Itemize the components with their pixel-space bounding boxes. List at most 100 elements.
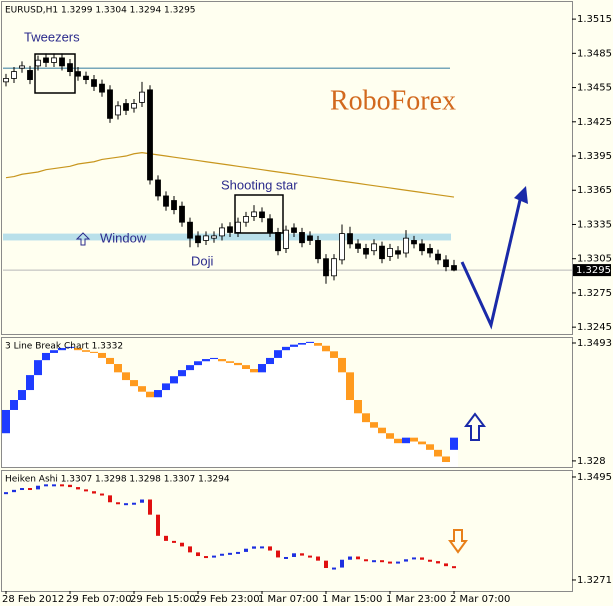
ha-body — [444, 563, 448, 567]
area-fill — [386, 433, 394, 467]
ha-body — [28, 488, 32, 491]
ha-body — [452, 566, 456, 569]
candle-body — [251, 211, 257, 217]
candle-body — [155, 179, 161, 197]
area-fill — [42, 352, 50, 467]
x-tick-label: 1 Mar 23:00 — [386, 594, 446, 605]
area-fill — [418, 441, 426, 467]
x-tick-label: 29 Feb 15:00 — [130, 594, 196, 605]
y-tick-label: 1.3275 — [577, 288, 612, 299]
brick — [298, 342, 306, 345]
area-fill — [314, 342, 322, 467]
area-fill — [34, 360, 42, 467]
candle-body — [307, 235, 313, 241]
ha-body — [420, 557, 424, 560]
brick — [242, 365, 250, 370]
brick — [306, 341, 314, 343]
brick — [194, 361, 202, 366]
area-fill — [298, 342, 306, 467]
area-fill — [178, 370, 186, 467]
area-fill — [18, 390, 26, 467]
area-fill — [250, 369, 258, 467]
brick — [178, 370, 186, 377]
brick — [338, 357, 346, 373]
ha-body — [412, 557, 416, 560]
candle-body — [419, 243, 425, 252]
ha-body — [300, 553, 304, 556]
brick — [66, 346, 74, 348]
candle-body — [195, 235, 201, 244]
candle-body — [339, 233, 345, 261]
forecast-arrow-head — [514, 186, 528, 204]
ha-body — [404, 559, 408, 562]
up-arrow-icon — [464, 412, 486, 441]
brick — [186, 365, 194, 371]
candle-body — [427, 248, 433, 254]
ha-body — [100, 493, 104, 496]
brick — [442, 456, 450, 463]
area-fill — [410, 437, 418, 467]
area-fill — [210, 357, 218, 467]
area-fill — [98, 352, 106, 467]
candle-body — [43, 57, 49, 63]
candle-body — [299, 232, 305, 244]
brick — [346, 372, 354, 401]
area-fill — [26, 375, 34, 467]
brick — [210, 357, 218, 360]
ha-body — [356, 556, 360, 560]
area-fill — [90, 351, 98, 467]
brick — [58, 347, 66, 351]
ha-body — [236, 551, 240, 554]
candle-body — [147, 89, 153, 181]
area-fill — [162, 383, 170, 467]
brick — [122, 372, 130, 381]
candle-body — [19, 65, 25, 69]
area-fill — [202, 359, 210, 467]
y-tick-label: 1.3305 — [577, 254, 612, 265]
ha-body — [44, 484, 48, 487]
brick — [274, 350, 282, 358]
brick — [226, 361, 234, 363]
area-fill — [58, 347, 66, 467]
annotation: Doji — [191, 253, 214, 268]
candle-body — [363, 248, 369, 255]
ha-body — [108, 495, 112, 503]
area-fill — [266, 357, 274, 467]
y-tick-label: 1.3515 — [577, 14, 612, 25]
ha-body — [316, 556, 320, 561]
candle-body — [35, 59, 41, 67]
candle-body — [235, 221, 241, 233]
ha-body — [92, 491, 96, 494]
candle-body — [387, 248, 393, 257]
ha-body — [260, 546, 264, 549]
brick — [250, 369, 258, 373]
y-tick-label: 1.3493 — [577, 338, 612, 349]
ha-body — [36, 485, 40, 490]
brick — [418, 441, 426, 445]
ha-body — [188, 546, 192, 553]
candle-body — [275, 232, 281, 252]
candle-body — [131, 103, 137, 109]
area-fill — [450, 437, 458, 467]
ha-body — [52, 484, 56, 487]
ha-body — [340, 559, 344, 568]
candle-body — [435, 253, 441, 261]
candle-body — [323, 258, 329, 277]
brick — [410, 437, 418, 442]
area-fill — [130, 380, 138, 467]
area-fill — [226, 361, 234, 467]
area-fill — [114, 364, 122, 467]
y-tick-label: 1.3335 — [577, 219, 612, 230]
candle-body — [219, 227, 225, 237]
y-tick-label: 1.3455 — [577, 83, 612, 94]
panel-title: EURUSD,H1 1.3299 1.3304 1.3294 1.3295 — [5, 6, 196, 16]
brick — [202, 359, 210, 362]
ha-body — [60, 484, 64, 487]
brick — [362, 413, 370, 423]
brick — [90, 351, 98, 353]
ha-body — [380, 560, 384, 563]
brick — [10, 400, 18, 410]
panel-title: 3 Line Break Chart 1.3332 — [5, 342, 123, 352]
y-tick-label: 1.3245 — [577, 322, 612, 333]
brick — [330, 351, 338, 358]
